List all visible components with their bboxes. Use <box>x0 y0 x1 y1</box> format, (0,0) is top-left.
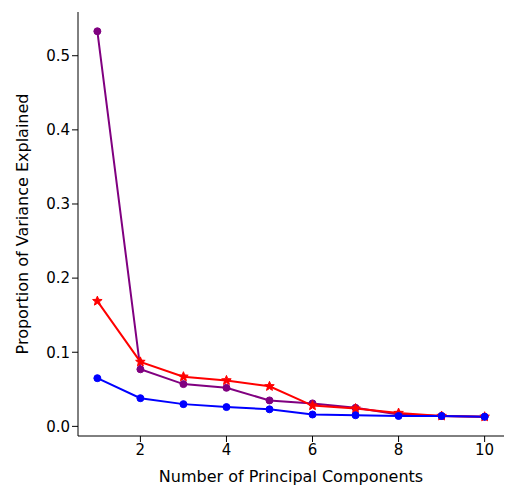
svg-text:4: 4 <box>222 441 232 459</box>
svg-text:10: 10 <box>475 441 494 459</box>
svg-text:6: 6 <box>308 441 318 459</box>
svg-text:2: 2 <box>136 441 146 459</box>
svg-text:0.2: 0.2 <box>46 269 70 287</box>
svg-text:Proportion of Variance Explain: Proportion of Variance Explained <box>13 94 32 355</box>
svg-text:0.5: 0.5 <box>46 47 70 65</box>
svg-text:0.4: 0.4 <box>46 121 70 139</box>
svg-text:0.1: 0.1 <box>46 344 70 362</box>
svg-text:0.3: 0.3 <box>46 195 70 213</box>
svg-text:0.0: 0.0 <box>46 418 70 436</box>
svg-text:8: 8 <box>394 441 404 459</box>
svg-text:Number of Principal Components: Number of Principal Components <box>159 467 423 486</box>
